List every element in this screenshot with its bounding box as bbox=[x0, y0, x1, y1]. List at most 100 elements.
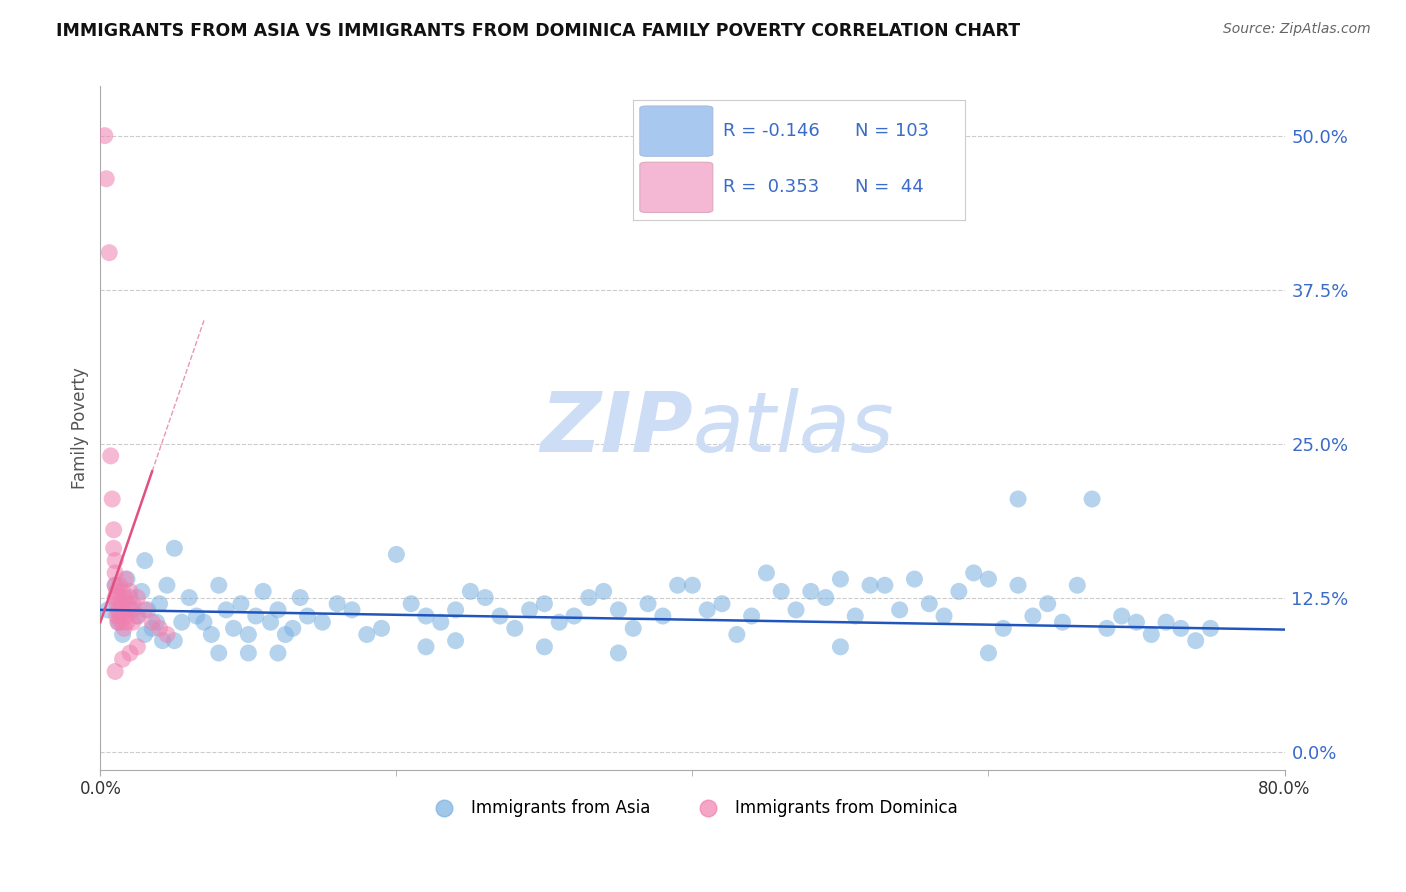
Point bbox=[755, 566, 778, 580]
Point bbox=[111, 603, 134, 617]
Point bbox=[873, 578, 896, 592]
Point bbox=[193, 615, 215, 630]
Point bbox=[107, 615, 129, 630]
Text: IMMIGRANTS FROM ASIA VS IMMIGRANTS FROM DOMINICA FAMILY POVERTY CORRELATION CHAR: IMMIGRANTS FROM ASIA VS IMMIGRANTS FROM … bbox=[56, 22, 1021, 40]
Text: atlas: atlas bbox=[692, 388, 894, 468]
Point bbox=[770, 584, 793, 599]
Point bbox=[111, 627, 134, 641]
Point bbox=[562, 609, 585, 624]
Point bbox=[96, 171, 118, 186]
Point bbox=[1154, 615, 1177, 630]
Point bbox=[104, 553, 127, 567]
Point bbox=[1170, 621, 1192, 635]
Point bbox=[281, 621, 304, 635]
Point bbox=[127, 609, 149, 624]
Point bbox=[98, 245, 121, 260]
Point bbox=[115, 597, 138, 611]
Point bbox=[592, 584, 614, 599]
Point bbox=[105, 597, 128, 611]
Point bbox=[725, 627, 748, 641]
Point bbox=[111, 584, 134, 599]
Point bbox=[297, 609, 319, 624]
Point bbox=[115, 572, 138, 586]
Point bbox=[578, 591, 600, 605]
Point bbox=[1036, 597, 1059, 611]
Point bbox=[148, 597, 170, 611]
Point bbox=[134, 627, 156, 641]
Point bbox=[114, 572, 136, 586]
Point bbox=[252, 584, 274, 599]
Point bbox=[259, 615, 281, 630]
Point bbox=[430, 615, 453, 630]
Point bbox=[1007, 491, 1029, 506]
Point bbox=[356, 627, 378, 641]
Point bbox=[100, 449, 122, 463]
Point bbox=[112, 621, 135, 635]
Legend: Immigrants from Asia, Immigrants from Dominica: Immigrants from Asia, Immigrants from Do… bbox=[420, 792, 965, 823]
Point bbox=[1184, 633, 1206, 648]
Point bbox=[238, 627, 260, 641]
Point bbox=[141, 615, 163, 630]
Point bbox=[1022, 609, 1045, 624]
Point bbox=[519, 603, 541, 617]
Point bbox=[163, 633, 186, 648]
Point bbox=[222, 621, 245, 635]
Point bbox=[131, 584, 153, 599]
Point bbox=[340, 603, 363, 617]
Point bbox=[637, 597, 659, 611]
Point bbox=[607, 646, 630, 660]
Point bbox=[112, 591, 135, 605]
Point bbox=[118, 591, 141, 605]
Point bbox=[785, 603, 807, 617]
Point bbox=[993, 621, 1015, 635]
Point bbox=[474, 591, 496, 605]
Point bbox=[104, 578, 127, 592]
Point bbox=[208, 578, 231, 592]
Point bbox=[101, 491, 124, 506]
Point bbox=[918, 597, 941, 611]
Point bbox=[1125, 615, 1147, 630]
Point bbox=[215, 603, 238, 617]
Point bbox=[963, 566, 986, 580]
Point bbox=[107, 603, 129, 617]
Text: ZIP: ZIP bbox=[540, 388, 692, 468]
Point bbox=[1199, 621, 1222, 635]
Point bbox=[104, 578, 127, 592]
Point bbox=[104, 591, 127, 605]
Point bbox=[1052, 615, 1074, 630]
Point bbox=[1066, 578, 1088, 592]
Point bbox=[1111, 609, 1133, 624]
Point bbox=[503, 621, 526, 635]
Point bbox=[607, 603, 630, 617]
Point bbox=[444, 603, 467, 617]
Point bbox=[118, 584, 141, 599]
Point bbox=[179, 591, 201, 605]
Point bbox=[110, 615, 132, 630]
Point bbox=[830, 572, 852, 586]
Point bbox=[274, 627, 297, 641]
Point bbox=[666, 578, 689, 592]
Point bbox=[105, 584, 128, 599]
Point bbox=[1140, 627, 1163, 641]
Point bbox=[814, 591, 837, 605]
Point bbox=[533, 640, 555, 654]
Point bbox=[108, 609, 131, 624]
Point bbox=[104, 665, 127, 679]
Point bbox=[127, 640, 149, 654]
Point bbox=[460, 584, 482, 599]
Point bbox=[103, 541, 125, 556]
Point bbox=[122, 603, 145, 617]
Point bbox=[115, 615, 138, 630]
Point bbox=[311, 615, 333, 630]
Point bbox=[1007, 578, 1029, 592]
Point bbox=[399, 597, 422, 611]
Point bbox=[122, 615, 145, 630]
Point bbox=[415, 609, 437, 624]
Point bbox=[163, 541, 186, 556]
Point bbox=[681, 578, 703, 592]
Point bbox=[107, 615, 129, 630]
Point bbox=[200, 627, 222, 641]
Point bbox=[94, 128, 117, 143]
Point bbox=[186, 609, 208, 624]
Point bbox=[245, 609, 267, 624]
